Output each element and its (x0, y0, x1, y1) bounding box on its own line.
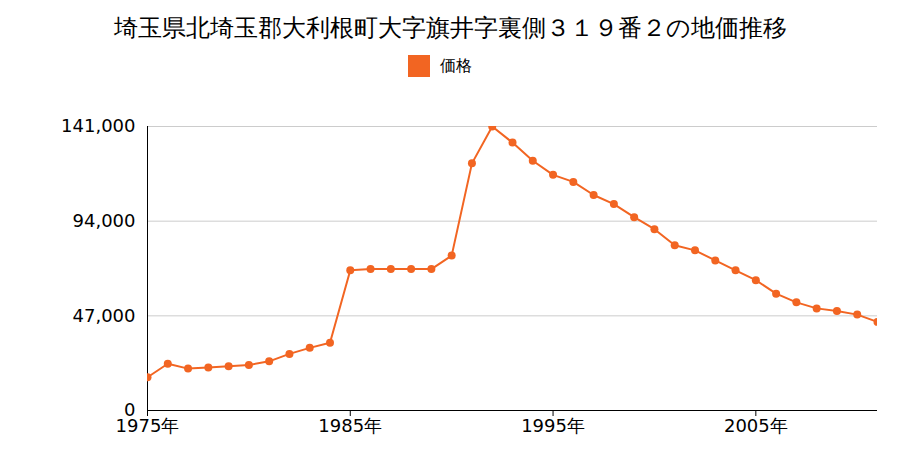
html-text:価格: 価格 (440, 55, 472, 75)
svg-text:94,000: 94,000 (73, 210, 136, 231)
svg-text:141,000: 141,000 (61, 115, 135, 136)
svg-text:2005年: 2005年 (724, 415, 788, 436)
svg-text:1975年: 1975年 (116, 415, 180, 436)
svg-text:1995年: 1995年 (521, 415, 585, 436)
svg-text:1985年: 1985年 (318, 415, 382, 436)
svg-text:47,000: 47,000 (73, 305, 136, 326)
svg-text:0: 0 (124, 399, 136, 421)
html-text:埼玉県北埼玉郡大利根町大字旗井字裏側３１９番２の地価推移: 埼玉県北埼玉郡大利根町大字旗井字裏側３１９番２の地価推移 (113, 14, 787, 42)
